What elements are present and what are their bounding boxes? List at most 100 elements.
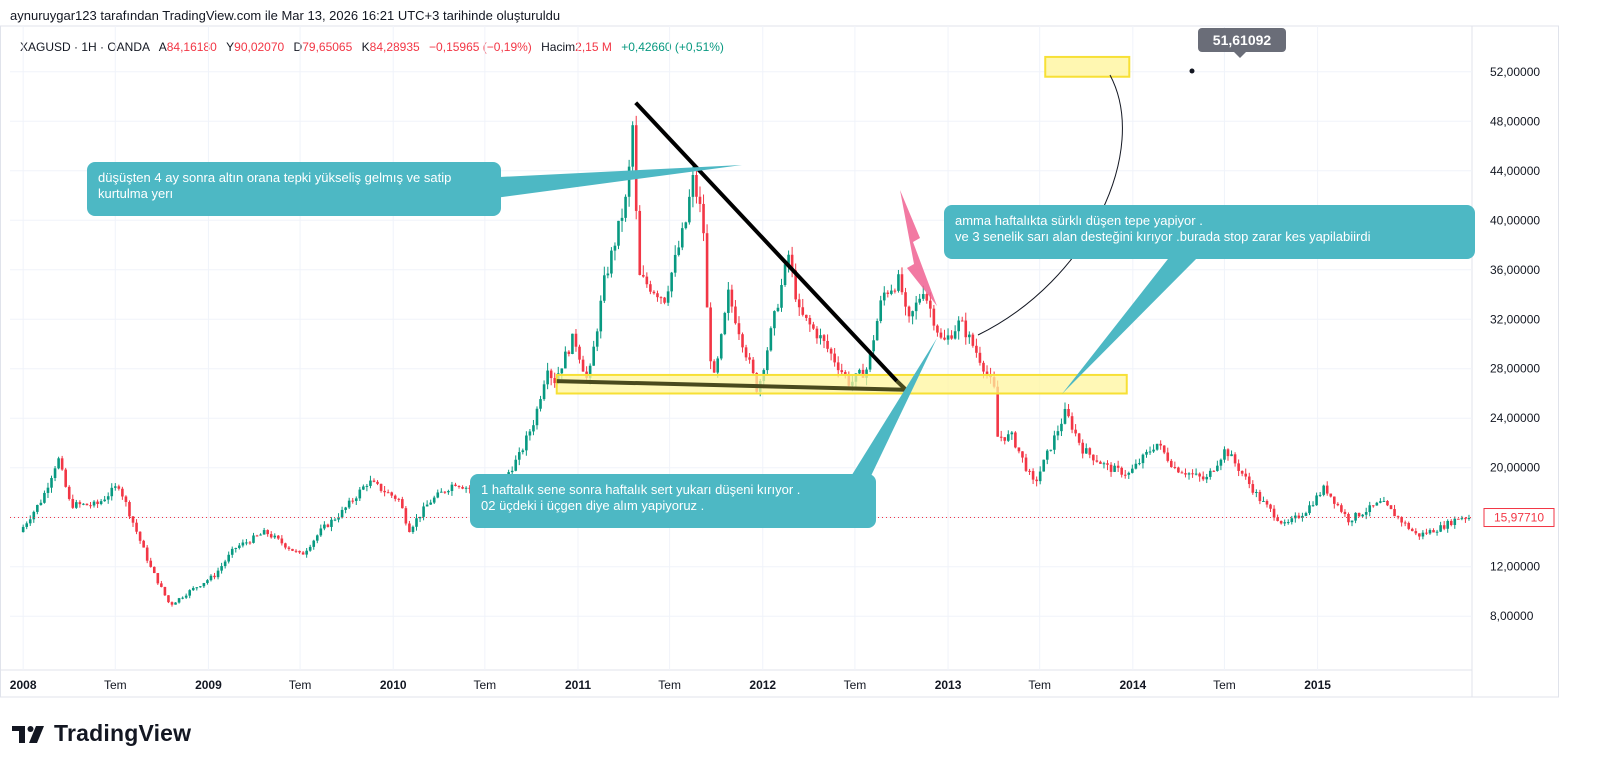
candle-body [1414, 531, 1418, 534]
candle-body [960, 320, 964, 322]
candle-body [1364, 512, 1368, 515]
candle-body [344, 507, 347, 510]
candle-body [812, 324, 815, 329]
candle-body [46, 487, 50, 493]
candle-body [1169, 460, 1173, 467]
candle-body [698, 196, 702, 204]
note-breakdown[interactable]: amma haftalıkta sürklı düşen tepe yapiyo… [944, 205, 1475, 259]
candle-body [1148, 451, 1152, 453]
open-value: 84,16180 [166, 40, 217, 54]
candle-body [89, 505, 92, 507]
candle-body [656, 293, 659, 298]
candle-body [1237, 463, 1240, 471]
candle-body [64, 469, 67, 487]
candle-body [890, 290, 893, 294]
candle-body [340, 509, 344, 518]
candle-body [528, 431, 532, 436]
candle-body [202, 583, 206, 587]
candle-body [1386, 500, 1389, 506]
downtrend-line [634, 101, 899, 383]
candle-body [429, 502, 432, 505]
candle-body [932, 308, 936, 326]
current-price-box [1483, 508, 1555, 528]
candle-body [287, 547, 291, 549]
candle-body [347, 500, 351, 508]
volume-label: Hacim [541, 40, 576, 54]
candle-body [1258, 492, 1262, 502]
candle-body [50, 478, 53, 488]
candle-body [124, 496, 128, 503]
candle-body [606, 273, 610, 276]
price-tick-label: 36,00000 [1490, 263, 1540, 277]
candle-body [188, 590, 192, 596]
candle-body [298, 550, 301, 553]
chart-frame [0, 25, 1559, 698]
candle-body [96, 501, 99, 504]
support-zone [555, 373, 1128, 395]
candle-body [776, 307, 780, 312]
candle-body [1166, 452, 1170, 461]
candle-body [861, 369, 865, 378]
candle-body [1028, 470, 1031, 472]
time-tick-label: 2015 [1304, 678, 1331, 692]
candle-body [677, 247, 681, 255]
candle-body [914, 302, 918, 312]
candle-body [879, 300, 883, 322]
candle-body [734, 306, 737, 324]
candle-body [819, 335, 822, 339]
candle-body [843, 372, 847, 376]
candle-body [1357, 512, 1361, 517]
candle-body [1283, 522, 1286, 524]
candle-body [362, 486, 365, 490]
note-breakout[interactable]: 1 haftalık sene sonra haftalık sert yuka… [470, 474, 876, 528]
time-tick-label: 2013 [935, 678, 962, 692]
candle-body [82, 503, 85, 505]
candle-body [712, 361, 716, 373]
candle-body [457, 485, 461, 487]
candle-body [1297, 515, 1301, 518]
candle-body [1333, 496, 1336, 504]
candle-body [1350, 520, 1354, 523]
candle-body [719, 334, 723, 359]
candle-body [1418, 533, 1421, 537]
price-tick-label: 48,00000 [1490, 114, 1540, 128]
candle-body [1410, 528, 1414, 532]
candle-body [1233, 454, 1237, 464]
candle-body [358, 489, 362, 499]
symbol-name[interactable]: XAGUSD · 1H · OANDA [20, 40, 150, 54]
candle-body [588, 365, 592, 378]
candle-body [510, 470, 514, 473]
candle-body [663, 297, 666, 303]
high-value: 90,02070 [234, 40, 285, 54]
tradingview-logo[interactable]: TradingView [12, 720, 191, 747]
candle-body [1127, 472, 1131, 475]
candle-body [1290, 518, 1294, 523]
candle-body [468, 487, 471, 489]
candle-body [1088, 448, 1092, 455]
candle-body [1318, 494, 1322, 496]
candle-body [517, 452, 521, 460]
candle-body [128, 502, 131, 517]
time-tick-label: Tem [1213, 678, 1236, 692]
candle-body [28, 519, 32, 524]
candle-body [1113, 465, 1116, 472]
candle-body [897, 274, 900, 291]
candle-body [939, 332, 943, 338]
note-sell-zone[interactable]: düşüşten 4 ay sonra altın orana tepki yü… [87, 162, 501, 216]
candle-body [464, 487, 468, 489]
candle-body [957, 320, 960, 332]
candle-body [294, 550, 298, 552]
candle-body [904, 292, 907, 307]
candle-body [1194, 473, 1198, 475]
candle-body [617, 220, 620, 246]
candle-body [766, 350, 769, 371]
candle-body [269, 534, 273, 538]
candle-body [1308, 505, 1311, 514]
price-tick-label: 8,00000 [1490, 609, 1534, 623]
candle-body [450, 484, 454, 492]
candle-body [840, 370, 844, 373]
time-tick-label: Tem [289, 678, 312, 692]
candle-body [921, 294, 925, 299]
candle-body [1347, 513, 1350, 523]
